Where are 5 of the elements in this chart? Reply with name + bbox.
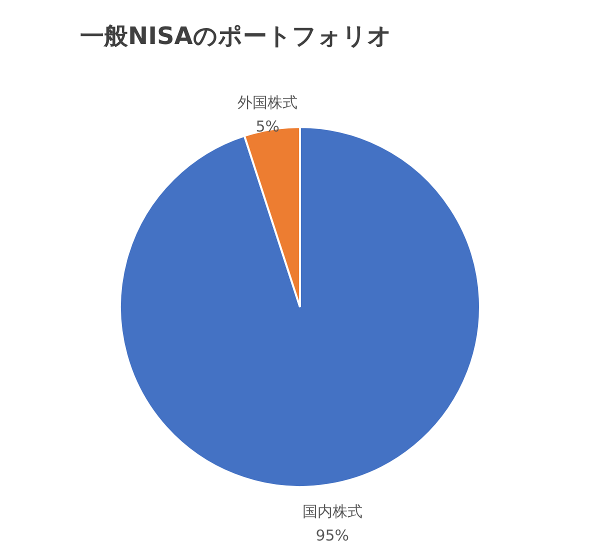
slice-label: 国内株式: [302, 502, 362, 520]
chart-title: 一般NISAのポートフォリオ: [80, 22, 392, 50]
slice-label: 外国株式: [238, 94, 298, 112]
data-label: 95%: [316, 526, 350, 544]
data-label: 5%: [256, 118, 280, 136]
